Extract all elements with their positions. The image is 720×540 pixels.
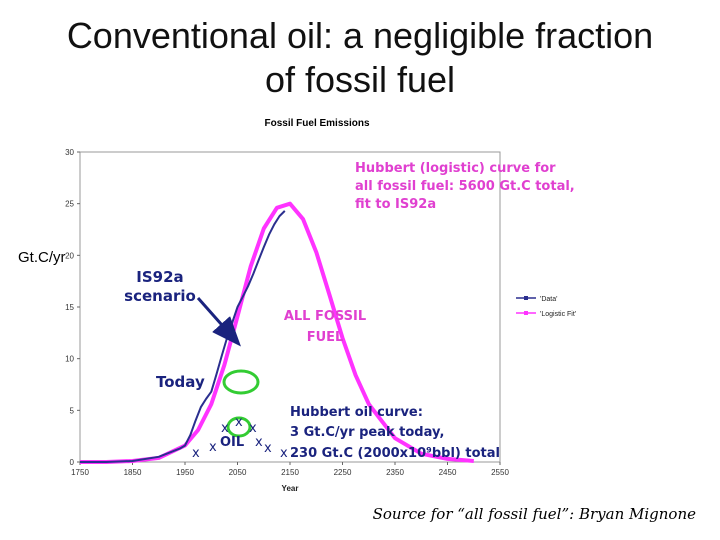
annotation-all-fossil-line2: FUEL bbox=[307, 330, 344, 345]
today-circle bbox=[222, 369, 260, 395]
chart-title: Fossil Fuel Emissions bbox=[264, 118, 369, 129]
y-tick-label: 0 bbox=[70, 458, 75, 467]
legend-marker-data bbox=[524, 296, 528, 300]
annotation-is92a-line2: scenario bbox=[124, 287, 196, 305]
y-axis-label: Gt.C/yr bbox=[18, 249, 66, 266]
x-tick-label: 2550 bbox=[491, 468, 509, 477]
legend-label-data: 'Data' bbox=[540, 296, 557, 303]
annotation-oil-label: OIL bbox=[220, 435, 244, 450]
is92a-arrow bbox=[196, 297, 241, 347]
slide-title: Conventional oil: a negligible fraction … bbox=[0, 14, 720, 102]
source-credit: Source for “all fossil fuel”: Bryan Mign… bbox=[372, 505, 696, 523]
y-tick-label: 10 bbox=[65, 355, 74, 364]
x-tick-label: 2350 bbox=[386, 468, 404, 477]
x-tick-label: 2150 bbox=[281, 468, 299, 477]
x-tick-label: 1850 bbox=[124, 468, 142, 477]
y-axis-ticks: 0 5 10 15 20 25 30 bbox=[65, 148, 80, 467]
legend-label-logistic: 'Logistic Fit' bbox=[540, 311, 576, 318]
annotation-hubbert-all-line1: Hubbert (logistic) curve for bbox=[355, 161, 556, 176]
annotation-hubbert-oil-line2: 3 Gt.C/yr peak today, bbox=[290, 425, 444, 440]
x-tick-label: 1950 bbox=[176, 468, 194, 477]
y-tick-label: 5 bbox=[70, 406, 75, 415]
series-line-data bbox=[80, 210, 286, 463]
annotation-hubbert-oil-line3: 230 Gt.C (2000x10⁹bbl) total bbox=[290, 446, 500, 461]
slide-title-line1: Conventional oil: a negligible fraction bbox=[66, 15, 654, 56]
oil-curve-x-mark: x bbox=[192, 446, 200, 461]
annotation-is92a-line1: IS92a bbox=[136, 268, 183, 286]
x-axis-label: Year bbox=[282, 484, 299, 493]
slide-title-line2: of fossil fuel bbox=[264, 59, 456, 100]
x-tick-label: 1750 bbox=[71, 468, 89, 477]
x-axis-ticks: 1750 1850 1950 2050 2150 2250 2350 2450 2550 bbox=[71, 462, 509, 477]
annotation-today: Today bbox=[156, 373, 205, 391]
annotation-hubbert-all-line2: all fossil fuel: 5600 Gt.C total, bbox=[355, 179, 575, 194]
y-tick-label: 30 bbox=[65, 148, 74, 157]
y-tick-label: 25 bbox=[65, 200, 74, 209]
legend-marker-logistic bbox=[524, 311, 528, 315]
y-tick-label: 20 bbox=[65, 251, 74, 260]
oil-curve-x-mark: x bbox=[264, 441, 272, 456]
annotation-hubbert-oil-line1: Hubbert oil curve: bbox=[290, 405, 423, 420]
oil-curve-x-mark: x bbox=[280, 446, 288, 461]
oil-curve-x-mark: x bbox=[221, 421, 229, 436]
oil-peak-circle bbox=[226, 416, 252, 438]
x-tick-label: 2450 bbox=[439, 468, 457, 477]
y-tick-label: 15 bbox=[65, 303, 74, 312]
oil-curve-x-mark: x bbox=[249, 421, 257, 436]
annotation-hubbert-all-line3: fit to IS92a bbox=[355, 197, 436, 212]
oil-curve-x-mark: x bbox=[255, 435, 263, 450]
oil-curve-x-mark: x bbox=[235, 415, 243, 430]
oil-curve-x-mark: x bbox=[209, 440, 217, 455]
x-tick-label: 2050 bbox=[229, 468, 247, 477]
legend: 'Data' 'Logistic Fit' bbox=[516, 296, 576, 318]
annotation-all-fossil-line1: ALL FOSSIL bbox=[284, 309, 366, 324]
x-tick-label: 2250 bbox=[334, 468, 352, 477]
